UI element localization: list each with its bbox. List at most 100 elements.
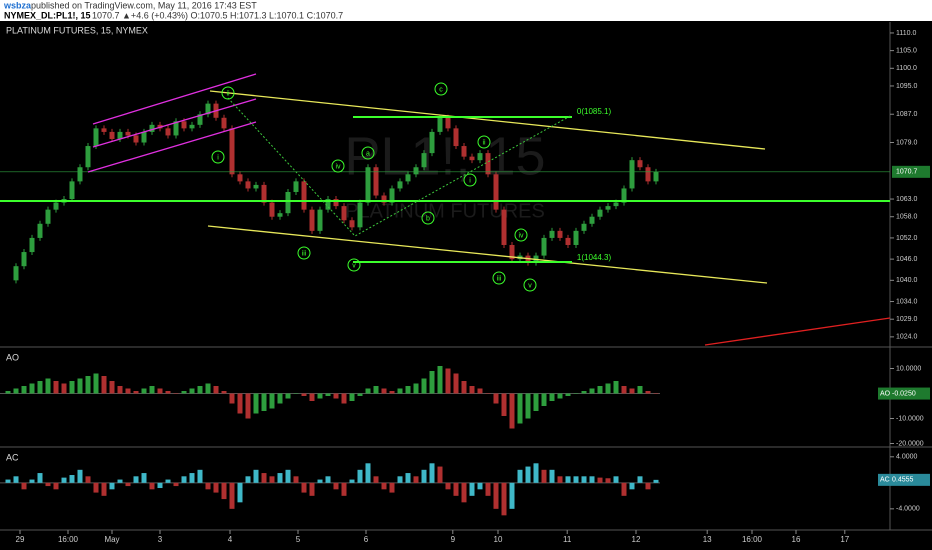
histogram-bar [461, 482, 467, 503]
histogram-bar [29, 479, 35, 483]
fib-label: 1(1044.3) [577, 253, 612, 262]
histogram-bar [213, 482, 219, 493]
candle [333, 199, 339, 207]
histogram-bar [237, 393, 243, 414]
histogram-bar [5, 479, 11, 483]
histogram-bar [653, 479, 659, 483]
histogram-bar [61, 383, 67, 394]
candle [589, 216, 595, 224]
histogram-bar [301, 482, 307, 493]
channel-line [92, 73, 257, 125]
histogram-bar [165, 479, 171, 483]
histogram-bar [349, 393, 355, 401]
candle [261, 184, 267, 203]
candle [405, 174, 411, 182]
histogram-bar [277, 473, 283, 483]
histogram-bar [509, 482, 515, 509]
histogram-bar [637, 476, 643, 483]
x-tick-label: 9 [451, 535, 456, 544]
histogram-bar [325, 476, 331, 483]
wave-label: b [426, 215, 430, 222]
histogram-bar [645, 391, 651, 394]
x-tick-label: 16:00 [742, 535, 763, 544]
histogram-bar [325, 393, 331, 396]
x-tick-label: 4 [228, 535, 233, 544]
candle [301, 181, 307, 210]
candle [605, 206, 611, 210]
histogram-bar [37, 473, 43, 483]
wave-circle [331, 159, 345, 173]
histogram-bar [429, 463, 435, 483]
wave-circle [361, 146, 375, 160]
histogram-bar [341, 393, 347, 404]
histogram-bar [645, 482, 651, 490]
x-tick-label: 16 [792, 535, 801, 544]
histogram-bar [469, 482, 475, 496]
candle [269, 202, 275, 217]
histogram-bar [205, 383, 211, 394]
histogram-bar [101, 376, 107, 394]
candle [357, 202, 363, 228]
histogram-bar [581, 476, 587, 483]
candle [317, 209, 323, 231]
candle [125, 131, 131, 136]
histogram-bar [261, 393, 267, 411]
candle [645, 167, 651, 182]
candle [477, 153, 483, 161]
candle [93, 128, 99, 147]
histogram-bar [381, 482, 387, 490]
candle [429, 131, 435, 154]
panel-title: AC [6, 452, 19, 462]
candle [549, 230, 555, 238]
candle [349, 220, 355, 228]
fib-connector [227, 97, 573, 237]
histogram-bar [437, 366, 443, 394]
histogram-bar [29, 383, 35, 394]
wave-label: iii [302, 250, 307, 257]
y-tick-label: 1105.0 [896, 47, 917, 54]
candle [597, 209, 603, 217]
histogram-bar [573, 476, 579, 483]
histogram-bar [525, 466, 531, 483]
candle [117, 131, 123, 139]
histogram-bar [349, 479, 355, 483]
wave-circle [477, 135, 491, 149]
symbol: NYMEX_DL:PL1!, 15 [4, 10, 91, 20]
y-tick-label: -10.0000 [896, 415, 924, 422]
histogram-bar [485, 393, 491, 394]
trend-line [207, 225, 768, 284]
candle [557, 230, 563, 238]
histogram-bar [45, 482, 51, 487]
candle [53, 202, 59, 210]
histogram-bar [93, 373, 99, 394]
watermark-sub: PLATINUM FUTURES [345, 200, 545, 222]
candle [565, 237, 571, 245]
last-value-tag: AO [880, 390, 891, 397]
histogram-bar [413, 476, 419, 483]
histogram-bar [549, 393, 555, 401]
channel-line [92, 98, 257, 148]
histogram-bar [253, 393, 259, 414]
candle [581, 223, 587, 231]
histogram-bar [397, 388, 403, 394]
histogram-bar [445, 482, 451, 490]
candle [189, 124, 195, 129]
histogram-bar [541, 469, 547, 483]
histogram-bar [13, 388, 19, 394]
histogram-bar [181, 391, 187, 394]
candle [245, 181, 251, 189]
histogram-bar [149, 482, 155, 490]
candle [437, 117, 443, 132]
y-tick-label: 4.0000 [896, 454, 918, 461]
candle [21, 252, 27, 267]
candle [653, 171, 659, 182]
histogram-bar [293, 393, 299, 394]
histogram-bar [525, 393, 531, 419]
candle [453, 128, 459, 147]
histogram-bar [373, 476, 379, 483]
histogram-bar [405, 473, 411, 483]
histogram-bar [477, 388, 483, 394]
